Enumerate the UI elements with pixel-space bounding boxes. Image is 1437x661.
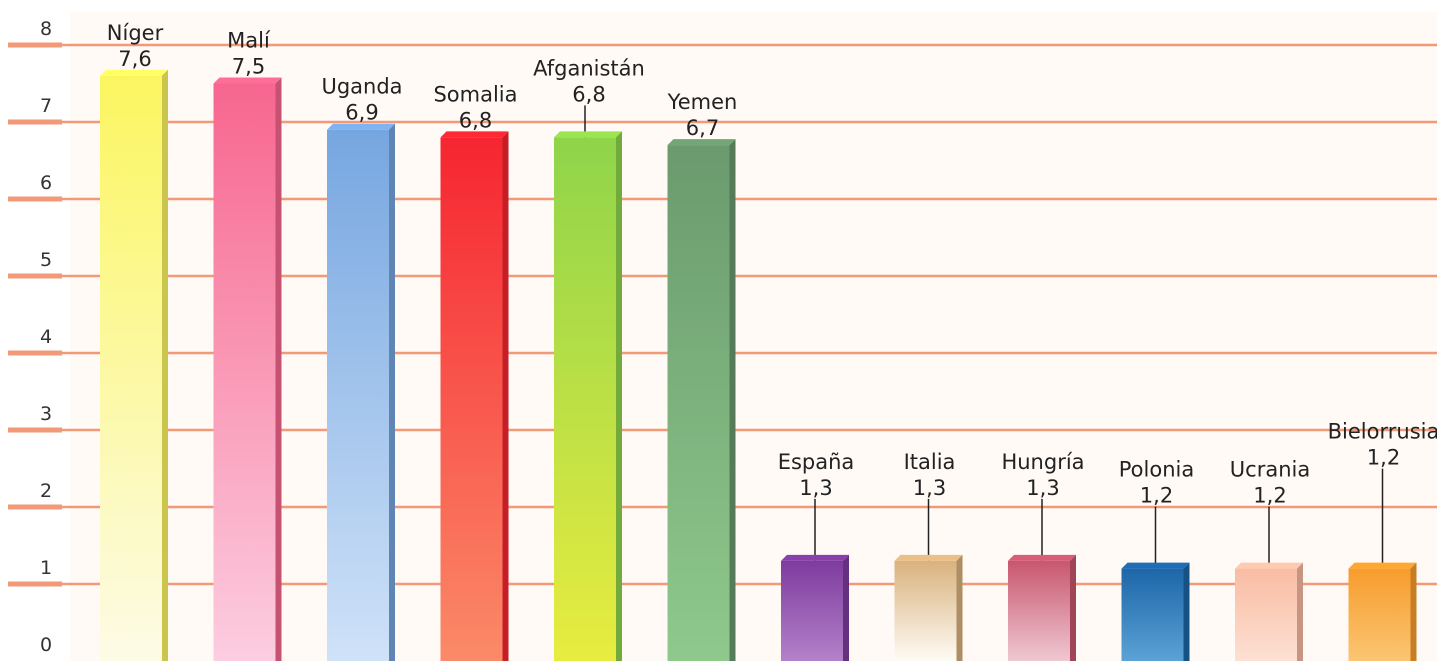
bar-top-face — [1235, 562, 1303, 569]
bar — [440, 137, 503, 661]
bar-category-label: Italia — [904, 450, 956, 474]
bar-top-face — [667, 139, 736, 146]
bar-top-face — [100, 69, 168, 76]
bar — [1121, 568, 1184, 661]
bar-value-label: 1,3 — [913, 476, 946, 500]
y-tick-label: 4 — [40, 326, 52, 348]
bar-top-face — [554, 131, 622, 138]
bar-category-label: Bielorrusia — [1328, 420, 1437, 444]
bar-category-label: España — [778, 450, 855, 474]
bar — [1008, 560, 1070, 661]
y-tick-label: 3 — [40, 403, 52, 425]
bar-side-face — [843, 554, 849, 661]
y-tick-label: 6 — [40, 172, 52, 194]
bar-side-face — [502, 131, 509, 661]
bar — [554, 137, 616, 661]
y-tick-label: 2 — [40, 480, 52, 502]
bar — [1348, 568, 1411, 661]
bar-category-label: Afganistán — [533, 56, 645, 80]
bar-value-label: 7,5 — [232, 55, 265, 79]
bar-value-label: 6,7 — [686, 116, 719, 140]
bar-category-label: Polonia — [1119, 458, 1194, 482]
bar-value-label: 7,6 — [118, 47, 151, 71]
bar-value-label: 6,8 — [572, 82, 605, 106]
bar-side-face — [956, 554, 963, 661]
bar-side-face — [616, 131, 622, 661]
bar-value-label: 6,8 — [459, 108, 492, 132]
bar — [100, 75, 162, 661]
bar-top-face — [213, 77, 282, 84]
y-tick-label: 8 — [40, 18, 52, 40]
bar-category-label: Ucrania — [1230, 458, 1310, 482]
bar-value-label: 6,9 — [345, 101, 378, 125]
bar-top-face — [327, 123, 395, 130]
y-tick-label: 5 — [40, 249, 52, 271]
y-tick-label: 1 — [40, 557, 52, 579]
bars — [100, 69, 1417, 661]
bar-side-face — [729, 139, 736, 661]
bar-top-face — [440, 131, 509, 138]
bar-side-face — [389, 123, 395, 661]
bar — [894, 560, 957, 661]
bar-category-label: Uganda — [321, 75, 402, 99]
bar-value-label: 1,2 — [1140, 484, 1173, 508]
bar — [667, 145, 730, 661]
bar-top-face — [781, 554, 849, 561]
bar-side-face — [1070, 554, 1076, 661]
bar-value-label: 1,3 — [799, 476, 832, 500]
bar-top-face — [1008, 554, 1076, 561]
leader-lines — [584, 105, 1384, 569]
bar-category-label: Hungría — [1001, 450, 1084, 474]
bar-side-face — [275, 77, 282, 661]
bar-side-face — [162, 69, 168, 661]
bar-value-label: 1,2 — [1253, 484, 1286, 508]
plot-background — [70, 12, 1437, 661]
bar-side-face — [1183, 562, 1190, 661]
bar — [1235, 568, 1297, 661]
y-axis: 0 1 2 3 4 5 6 7 8 — [40, 18, 52, 656]
bar-category-label: Somalia — [433, 82, 517, 106]
bar-value-label: 1,3 — [1026, 476, 1059, 500]
bar — [213, 83, 276, 661]
y-tick-label: 7 — [40, 95, 52, 117]
bar-top-face — [1348, 562, 1417, 569]
bar-top-face — [1121, 562, 1190, 569]
bar — [327, 129, 389, 661]
bar-top-face — [894, 554, 963, 561]
bar-value-label: 1,2 — [1367, 446, 1400, 470]
y-tick-label: 0 — [40, 634, 52, 656]
bar-category-label: Malí — [227, 29, 271, 53]
bar-category-label: Níger — [107, 21, 164, 45]
bar-category-label: Yemen — [667, 90, 738, 114]
bar-side-face — [1297, 562, 1303, 661]
bar — [781, 560, 843, 661]
bar-side-face — [1410, 562, 1417, 661]
